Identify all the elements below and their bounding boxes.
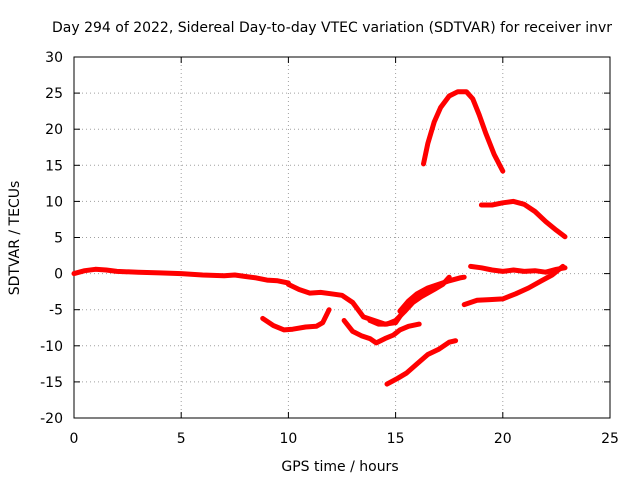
series-arc-3 xyxy=(260,307,332,333)
x-tick-label: 10 xyxy=(279,431,297,447)
y-tick-label: 0 xyxy=(54,267,63,283)
series-arc-1 xyxy=(71,266,291,286)
y-tick-label: 30 xyxy=(45,50,63,66)
y-tick-label: -15 xyxy=(40,375,63,391)
y-tick-label: -10 xyxy=(40,339,63,355)
x-tick-label: 25 xyxy=(601,431,619,447)
y-tick-label: 15 xyxy=(45,158,63,174)
data-series xyxy=(71,89,568,387)
y-tick-label: 5 xyxy=(54,231,63,247)
grid-lines xyxy=(74,57,610,418)
series-arc-11 xyxy=(461,263,566,308)
x-tick-labels: 0 5 10 15 20 25 xyxy=(70,431,619,447)
chart-title: Day 294 of 2022, Sidereal Day-to-day VTE… xyxy=(52,20,612,36)
series-arc-10 xyxy=(468,263,568,275)
y-tick-label: -20 xyxy=(40,411,63,427)
x-axis-title: GPS time / hours xyxy=(281,459,398,475)
x-tick-label: 20 xyxy=(494,431,512,447)
x-tick-label: 15 xyxy=(387,431,405,447)
series-arc-6 xyxy=(397,274,467,314)
y-tick-label: 10 xyxy=(45,194,63,210)
y-tick-label: -5 xyxy=(49,303,63,319)
y-axis-title: SDTVAR / TECUs xyxy=(7,181,23,296)
y-tick-labels: -20 -15 -10 -5 0 5 10 15 20 25 30 xyxy=(40,50,63,427)
x-tick-label: 5 xyxy=(177,431,186,447)
y-tick-label: 25 xyxy=(45,86,63,102)
axis-ticks xyxy=(73,56,611,419)
x-tick-label: 0 xyxy=(70,431,79,447)
series-arc-8 xyxy=(421,89,506,174)
series-arc-2 xyxy=(285,281,405,327)
series-arc-4 xyxy=(341,318,422,346)
series-arc-9 xyxy=(478,198,568,240)
series-arc-7 xyxy=(384,338,459,387)
y-tick-label: 20 xyxy=(45,122,63,138)
